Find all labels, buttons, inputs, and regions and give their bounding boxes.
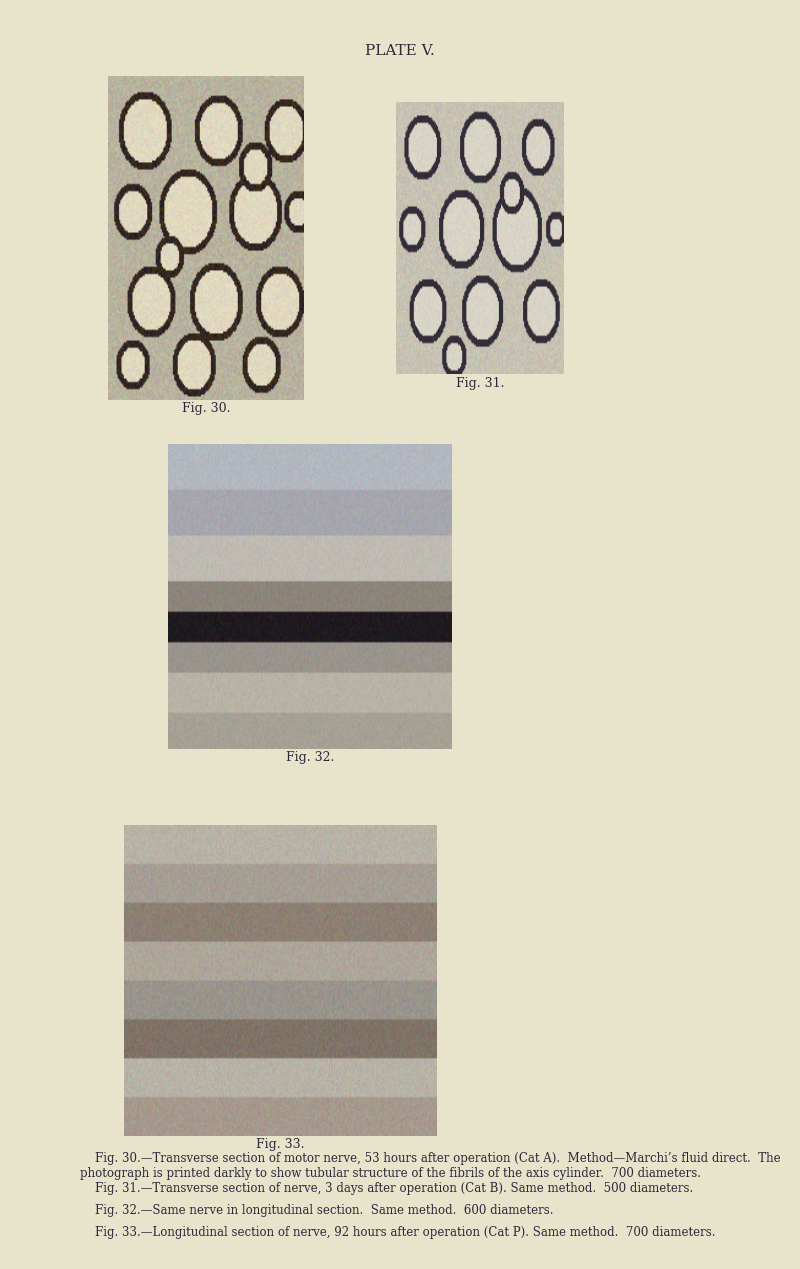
Text: Fig. 31.—Transverse section of nerve, 3 days after operation (Cat B). Same metho: Fig. 31.—Transverse section of nerve, 3 … — [80, 1183, 694, 1195]
Text: Fig. 32.: Fig. 32. — [286, 751, 334, 764]
Text: Fig. 31.: Fig. 31. — [456, 377, 504, 390]
Text: Fig. 33.—Longitudinal section of nerve, 92 hours after operation (Cat P). Same m: Fig. 33.—Longitudinal section of nerve, … — [80, 1226, 715, 1239]
Text: Fig. 30.: Fig. 30. — [182, 402, 230, 415]
Text: Fig. 32.—Same nerve in longitudinal section.  Same method.  600 diameters.: Fig. 32.—Same nerve in longitudinal sect… — [80, 1204, 554, 1217]
Text: PLATE V.: PLATE V. — [365, 44, 435, 58]
Text: Fig. 33.: Fig. 33. — [256, 1138, 304, 1151]
Text: Fig. 30.—Transverse section of motor nerve, 53 hours after operation (Cat A).  M: Fig. 30.—Transverse section of motor ner… — [80, 1152, 781, 1180]
